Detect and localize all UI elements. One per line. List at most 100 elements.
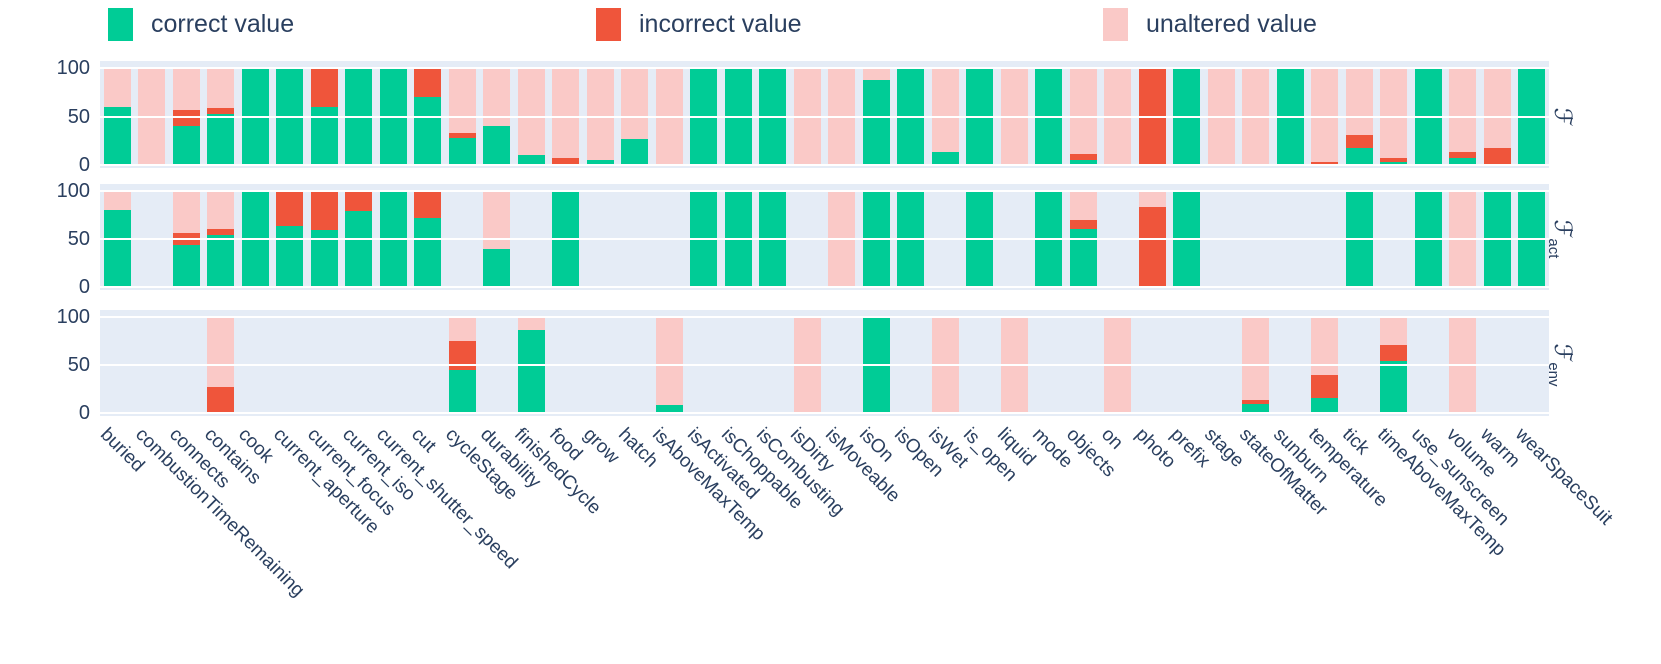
bar-segment-incorrect[interactable] [345, 191, 373, 212]
bar-segment-incorrect[interactable] [207, 107, 235, 114]
stacked-bar-cycleStage[interactable] [448, 68, 476, 165]
bar-segment-incorrect[interactable] [1069, 154, 1097, 161]
bar-segment-correct[interactable] [690, 68, 718, 165]
bar-segment-correct[interactable] [172, 244, 200, 287]
legend-item-unaltered[interactable]: unaltered value [1103, 8, 1317, 41]
bar-segment-unaltered[interactable] [1449, 317, 1477, 413]
bar-segment-incorrect[interactable] [414, 68, 442, 98]
stacked-bar-connects[interactable] [172, 68, 200, 165]
bar-segment-incorrect[interactable] [1380, 344, 1408, 362]
bar-segment-unaltered[interactable] [207, 191, 235, 230]
stacked-bar-isCombusting[interactable] [759, 68, 787, 165]
bar-segment-unaltered[interactable] [483, 68, 511, 127]
stacked-bar-objects[interactable] [1069, 191, 1097, 287]
stacked-bar-isMoveable[interactable] [828, 68, 856, 165]
stacked-bar-isOn[interactable] [862, 68, 890, 165]
stacked-bar-isAboveMaxTemp[interactable] [655, 68, 683, 165]
stacked-bar-timeAboveMaxTemp[interactable] [1380, 317, 1408, 413]
bar-segment-unaltered[interactable] [655, 317, 683, 406]
bar-segment-unaltered[interactable] [621, 68, 649, 139]
bar-segment-unaltered[interactable] [828, 68, 856, 165]
bar-segment-unaltered[interactable] [862, 68, 890, 80]
bar-segment-correct[interactable] [483, 126, 511, 165]
stacked-bar-cook[interactable] [241, 68, 269, 165]
stacked-bar-on[interactable] [1104, 317, 1132, 413]
bar-segment-incorrect[interactable] [414, 191, 442, 218]
bar-segment-unaltered[interactable] [1380, 317, 1408, 345]
bar-segment-unaltered[interactable] [1242, 317, 1270, 400]
stacked-bar-is_open[interactable] [966, 68, 994, 165]
bar-segment-unaltered[interactable] [1311, 68, 1339, 163]
stacked-bar-cycleStage[interactable] [448, 317, 476, 413]
stacked-bar-liquid[interactable] [1000, 68, 1028, 165]
stacked-bar-grow[interactable] [586, 68, 614, 165]
bar-segment-correct[interactable] [1345, 147, 1373, 165]
stacked-bar-cut[interactable] [414, 68, 442, 165]
stacked-bar-contains[interactable] [207, 191, 235, 287]
stacked-bar-current_iso[interactable] [345, 191, 373, 287]
bar-segment-unaltered[interactable] [1345, 68, 1373, 135]
stacked-bar-stateOfMatter[interactable] [1242, 68, 1270, 165]
bar-segment-unaltered[interactable] [138, 68, 166, 165]
stacked-bar-prefix[interactable] [1173, 191, 1201, 287]
stacked-bar-current_aperture[interactable] [276, 191, 304, 287]
stacked-bar-finishedCycle[interactable] [517, 317, 545, 413]
stacked-bar-food[interactable] [552, 68, 580, 165]
bar-segment-correct[interactable] [1414, 191, 1442, 287]
bar-segment-correct[interactable] [414, 217, 442, 287]
bar-segment-incorrect[interactable] [310, 191, 338, 231]
bar-segment-incorrect[interactable] [172, 109, 200, 127]
bar-segment-incorrect[interactable] [310, 68, 338, 107]
bar-segment-unaltered[interactable] [1000, 317, 1028, 413]
bar-segment-correct[interactable] [276, 225, 304, 287]
bar-segment-correct[interactable] [379, 68, 407, 165]
bar-segment-correct[interactable] [1380, 162, 1408, 165]
bar-segment-correct[interactable] [1173, 191, 1201, 287]
bar-segment-unaltered[interactable] [172, 191, 200, 234]
bar-segment-correct[interactable] [517, 155, 545, 165]
bar-segment-correct[interactable] [103, 106, 131, 165]
stacked-bar-prefix[interactable] [1173, 68, 1201, 165]
stacked-bar-current_shutter_speed[interactable] [379, 191, 407, 287]
bar-segment-correct[interactable] [724, 191, 752, 287]
bar-segment-correct[interactable] [207, 235, 235, 287]
bar-segment-correct[interactable] [690, 191, 718, 287]
bar-segment-incorrect[interactable] [1311, 162, 1339, 165]
bar-segment-correct[interactable] [172, 126, 200, 165]
bar-segment-correct[interactable] [345, 68, 373, 165]
bar-segment-correct[interactable] [1173, 68, 1201, 165]
bar-segment-correct[interactable] [966, 68, 994, 165]
bar-segment-correct[interactable] [1311, 397, 1339, 413]
stacked-bar-liquid[interactable] [1000, 317, 1028, 413]
stacked-bar-tick[interactable] [1345, 68, 1373, 165]
bar-segment-incorrect[interactable] [1138, 68, 1166, 165]
stacked-bar-food[interactable] [552, 191, 580, 287]
bar-segment-correct[interactable] [1449, 158, 1477, 165]
bar-segment-unaltered[interactable] [1104, 317, 1132, 413]
stacked-bar-current_aperture[interactable] [276, 68, 304, 165]
bar-segment-unaltered[interactable] [586, 68, 614, 161]
bar-segment-unaltered[interactable] [552, 68, 580, 159]
bar-segment-unaltered[interactable] [517, 317, 545, 331]
stacked-bar-finishedCycle[interactable] [517, 68, 545, 165]
bar-segment-correct[interactable] [1518, 68, 1546, 165]
stacked-bar-use_sunscreen[interactable] [1414, 68, 1442, 165]
bar-segment-unaltered[interactable] [172, 68, 200, 110]
stacked-bar-buried[interactable] [103, 68, 131, 165]
stacked-bar-on[interactable] [1104, 68, 1132, 165]
bar-segment-unaltered[interactable] [1483, 68, 1511, 148]
stacked-bar-isAboveMaxTemp[interactable] [655, 317, 683, 413]
bar-segment-correct[interactable] [448, 369, 476, 413]
bar-segment-correct[interactable] [379, 191, 407, 287]
stacked-bar-warm[interactable] [1483, 191, 1511, 287]
stacked-bar-is_open[interactable] [966, 191, 994, 287]
bar-segment-unaltered[interactable] [1380, 68, 1408, 159]
stacked-bar-isWet[interactable] [931, 68, 959, 165]
stacked-bar-isWet[interactable] [931, 317, 959, 413]
bar-segment-unaltered[interactable] [103, 191, 131, 211]
bar-segment-correct[interactable] [1035, 191, 1063, 287]
stacked-bar-connects[interactable] [172, 191, 200, 287]
bar-segment-unaltered[interactable] [828, 191, 856, 287]
bar-segment-correct[interactable] [1242, 404, 1270, 413]
bar-segment-correct[interactable] [103, 210, 131, 287]
